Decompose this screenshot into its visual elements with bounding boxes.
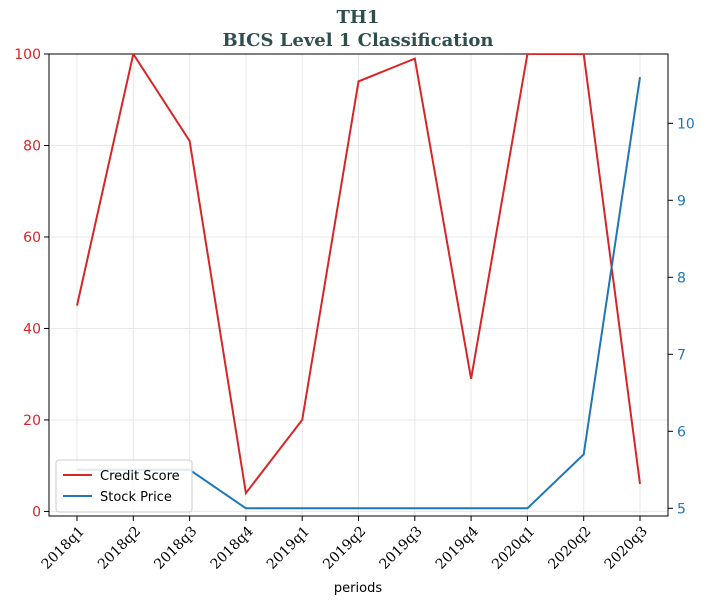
x-axis-label: periods <box>334 581 382 596</box>
series-line-credit-score <box>76 54 641 496</box>
left-y-axis: 0 20 40 60 80 100 <box>14 47 50 520</box>
x-tick-label: 2020q3 <box>602 524 651 573</box>
x-tick-label: 2018q2 <box>95 524 144 573</box>
x-axis: 2018q1 2018q2 2018q3 2018q4 2019q1 2019q2 2019… <box>39 516 651 573</box>
grid <box>49 53 668 516</box>
chart-subtitle: BICS Level 1 Classification <box>222 30 493 51</box>
right-tick-label: 8 <box>677 270 686 286</box>
x-tick-label: 2019q3 <box>376 524 425 573</box>
x-tick-label: 2019q1 <box>264 524 313 573</box>
left-tick-label: 0 <box>32 504 41 520</box>
x-tick-label: 2019q4 <box>433 523 482 572</box>
right-y-axis: 5 6 7 8 9 10 <box>667 54 695 517</box>
left-tick-label: 60 <box>23 230 41 246</box>
chart-title: TH1 <box>337 7 380 28</box>
legend-box <box>55 459 193 513</box>
x-tick-label: 2018q1 <box>39 524 88 573</box>
legend-label-credit-score: Credit Score <box>100 469 180 484</box>
legend: Credit Score Stock Price <box>55 459 193 513</box>
x-tick-label: 2018q3 <box>151 524 200 573</box>
left-tick-label: 100 <box>14 47 41 63</box>
x-tick-label: 2020q2 <box>545 524 594 573</box>
x-tick-label: 2018q4 <box>208 523 257 572</box>
x-tick-label: 2019q2 <box>320 524 369 573</box>
right-tick-label: 7 <box>677 347 686 363</box>
left-tick-label: 80 <box>23 138 41 154</box>
right-tick-label: 6 <box>677 424 686 440</box>
right-tick-label: 5 <box>677 501 686 517</box>
right-tick-label: 10 <box>677 116 695 132</box>
left-tick-label: 20 <box>23 413 41 429</box>
left-tick-label: 40 <box>23 321 41 337</box>
legend-label-stock-price: Stock Price <box>100 490 172 505</box>
right-tick-label: 9 <box>677 193 686 209</box>
x-tick-label: 2020q1 <box>489 524 538 573</box>
